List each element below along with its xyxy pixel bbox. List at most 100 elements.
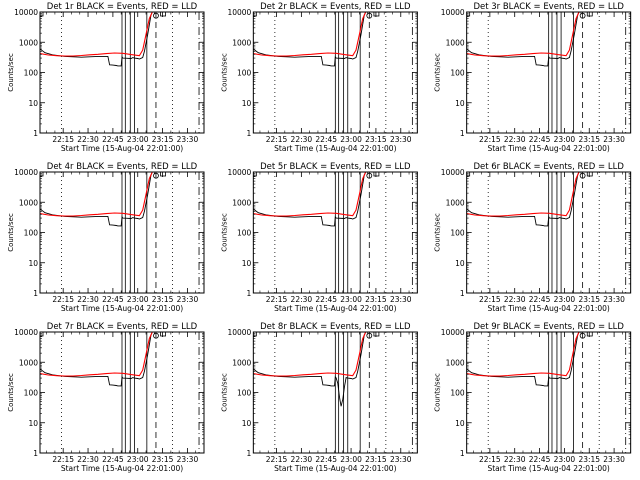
y-tick-label: 100 — [237, 229, 252, 238]
x-tick-label: 22:45 — [529, 295, 551, 304]
x-tick-label: 23:00 — [340, 455, 362, 464]
x-tick-label: 23:30 — [603, 135, 625, 144]
plot-area — [40, 12, 200, 133]
x-tick-label: 22:45 — [529, 455, 551, 464]
data-point — [466, 12, 471, 17]
data-point — [253, 12, 257, 17]
data-point — [373, 172, 380, 177]
x-tick-label: 23:15 — [365, 135, 387, 144]
y-tick-label: 10 — [28, 419, 38, 428]
x-axis-label: Start Time (15-Aug-04 22:01:00) — [274, 144, 396, 153]
x-tick-label: 23:00 — [127, 135, 149, 144]
data-point — [579, 172, 586, 179]
x-tick-label: 22:45 — [102, 135, 124, 144]
data-point — [253, 172, 257, 177]
y-tick-label: 1 — [247, 289, 252, 298]
x-tick-label: 22:30 — [504, 135, 526, 144]
y-tick-label: 100 — [450, 69, 465, 78]
data-point — [160, 12, 166, 17]
lld-line — [253, 12, 367, 57]
x-tick-label: 23:15 — [152, 135, 174, 144]
events-line — [40, 12, 153, 67]
y-tick-label: 100 — [237, 389, 252, 398]
x-tick-label: 23:30 — [390, 135, 412, 144]
y-tick-label: 100 — [450, 389, 465, 398]
x-tick-label: 22:15 — [52, 455, 74, 464]
y-tick-label: 1000 — [19, 198, 38, 207]
panel-title: Det 5r BLACK = Events, RED = LLD — [260, 162, 411, 172]
y-tick-label: 1 — [460, 129, 465, 138]
y-tick-label: 10 — [242, 419, 252, 428]
x-tick-label: 22:30 — [77, 295, 99, 304]
y-axis-label: Counts/sec — [7, 213, 15, 252]
y-tick-label: 10 — [28, 99, 38, 108]
panel: Det 6r BLACK = Events, RED = LLD 1 10 100 10… — [434, 162, 632, 313]
x-tick-label: 23:15 — [578, 135, 600, 144]
x-tick-label: 23:15 — [578, 455, 600, 464]
y-axis-label: Counts/sec — [220, 53, 228, 92]
x-tick-label: 23:30 — [177, 295, 199, 304]
x-axis-label: Start Time (15-Aug-04 22:01:00) — [487, 464, 609, 473]
events-line — [253, 12, 367, 67]
y-axis-label: Counts/sec — [220, 213, 228, 252]
x-axis-label: Start Time (15-Aug-04 22:01:00) — [274, 304, 396, 313]
x-tick-label: 22:45 — [529, 135, 551, 144]
lld-line — [40, 172, 153, 217]
x-tick-label: 23:30 — [603, 295, 625, 304]
data-point — [586, 332, 593, 337]
lld-line — [466, 172, 580, 217]
y-axis-label: Counts/sec — [434, 213, 442, 252]
data-point — [366, 332, 373, 339]
lld-line — [466, 332, 580, 377]
y-tick-label: 100 — [450, 229, 465, 238]
x-tick-label: 23:00 — [340, 295, 362, 304]
y-axis-label: Counts/sec — [220, 373, 228, 412]
plot-area — [253, 172, 413, 293]
x-tick-label: 23:00 — [127, 455, 149, 464]
lld-line — [40, 12, 153, 57]
events-line — [253, 332, 367, 407]
x-tick-label: 22:45 — [102, 295, 124, 304]
x-tick-label: 22:45 — [315, 295, 337, 304]
x-tick-label: 23:00 — [554, 295, 576, 304]
data-point — [253, 332, 257, 337]
x-tick-label: 22:15 — [479, 135, 501, 144]
data-point — [153, 12, 159, 19]
x-tick-label: 23:30 — [390, 295, 412, 304]
y-tick-label: 10 — [28, 259, 38, 268]
x-tick-label: 22:45 — [102, 455, 124, 464]
y-axis-label: Counts/sec — [7, 53, 15, 92]
x-tick-label: 23:30 — [603, 455, 625, 464]
x-tick-label: 23:15 — [365, 295, 387, 304]
x-tick-label: 22:30 — [291, 135, 313, 144]
y-tick-label: 10000 — [227, 328, 251, 337]
y-tick-label: 10000 — [227, 8, 251, 17]
panel-title: Det 4r BLACK = Events, RED = LLD — [47, 162, 198, 172]
data-point — [579, 332, 586, 339]
y-tick-label: 10000 — [441, 328, 465, 337]
data-point — [466, 172, 471, 177]
data-point — [153, 172, 159, 179]
y-tick-label: 10000 — [14, 8, 38, 17]
x-axis-label: Start Time (15-Aug-04 22:01:00) — [61, 304, 183, 313]
plot-area — [253, 12, 413, 133]
y-tick-label: 10000 — [441, 8, 465, 17]
x-tick-label: 23:00 — [127, 295, 149, 304]
data-point — [373, 12, 380, 17]
y-tick-label: 10 — [242, 259, 252, 268]
plot-area — [40, 172, 200, 293]
x-tick-label: 22:30 — [77, 455, 99, 464]
events-line — [40, 332, 153, 387]
x-tick-label: 22:30 — [77, 135, 99, 144]
x-axis-label: Start Time (15-Aug-04 22:01:00) — [487, 144, 609, 153]
y-tick-label: 1000 — [446, 38, 465, 47]
y-tick-label: 1 — [460, 289, 465, 298]
x-tick-label: 22:15 — [479, 455, 501, 464]
x-tick-label: 23:00 — [554, 135, 576, 144]
lld-line — [253, 332, 367, 377]
y-tick-label: 1000 — [446, 198, 465, 207]
x-tick-label: 22:30 — [504, 295, 526, 304]
data-point — [373, 332, 380, 337]
events-line — [466, 332, 580, 387]
